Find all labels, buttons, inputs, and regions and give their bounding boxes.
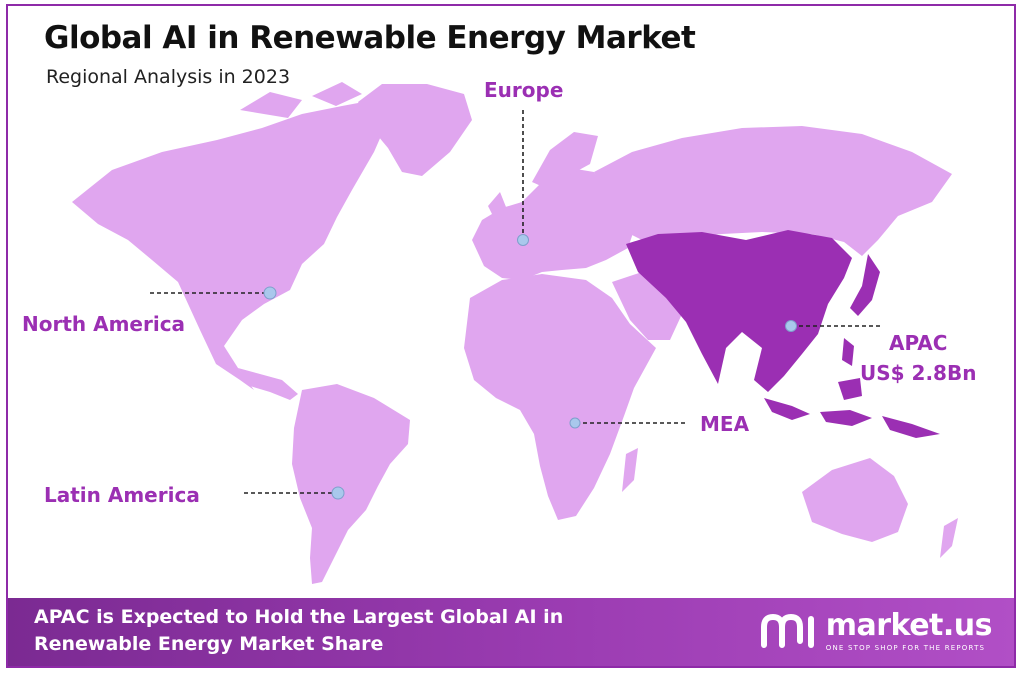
arctic-islands <box>240 82 362 118</box>
world-map <box>72 82 958 584</box>
africa-landmass <box>464 274 656 520</box>
australia-landmass <box>802 458 908 542</box>
latin-america-label: Latin America <box>44 483 200 507</box>
footer-line-1: APAC is Expected to Hold the Largest Glo… <box>34 606 564 628</box>
mea-label: MEA <box>700 412 750 436</box>
chart-subtitle: Regional Analysis in 2023 <box>46 66 291 88</box>
japan <box>850 254 880 316</box>
british-isles <box>488 192 508 226</box>
new-zealand <box>940 518 958 558</box>
chart-title: Global AI in Renewable Energy Market <box>44 20 696 56</box>
scandinavia <box>532 132 598 190</box>
mea-marker <box>569 417 581 429</box>
apac-landmass <box>626 230 852 392</box>
north-asia-landmass <box>594 126 952 256</box>
north-america-landmass <box>72 100 388 390</box>
apac-callout: APAC US$ 2.8Bn <box>860 328 976 388</box>
latin-america-marker <box>331 486 345 500</box>
footer-line-2: Renewable Energy Market Share <box>34 633 384 655</box>
apac-label: APAC <box>888 331 948 355</box>
infographic-frame: Global AI in Renewable Energy Market Reg… <box>6 4 1016 668</box>
greenland <box>358 84 472 176</box>
north-america-label: North America <box>22 312 186 336</box>
apac-value: US$ 2.8Bn <box>860 361 977 385</box>
europe-marker <box>517 234 529 246</box>
central-america <box>238 368 298 400</box>
footer-banner: APAC is Expected to Hold the Largest Glo… <box>8 598 1014 666</box>
philippines <box>842 338 854 366</box>
north-america-marker <box>263 286 277 300</box>
logo-name: market.us <box>825 608 993 643</box>
logo-tagline: ONE STOP SHOP FOR THE REPORTS <box>825 644 986 652</box>
market-us-logo-icon <box>760 613 814 648</box>
south-america-landmass <box>292 384 410 584</box>
indonesia <box>764 378 940 438</box>
market-us-logo: market.us ONE STOP SHOP FOR THE REPORTS <box>760 608 993 653</box>
apac-marker <box>785 320 797 332</box>
footer-text: APAC is Expected to Hold the Largest Glo… <box>34 604 563 658</box>
madagascar <box>622 448 638 492</box>
europe-label: Europe <box>484 78 564 102</box>
europe-landmass <box>472 168 634 280</box>
logo-text: market.us ONE STOP SHOP FOR THE REPORTS <box>825 608 993 653</box>
